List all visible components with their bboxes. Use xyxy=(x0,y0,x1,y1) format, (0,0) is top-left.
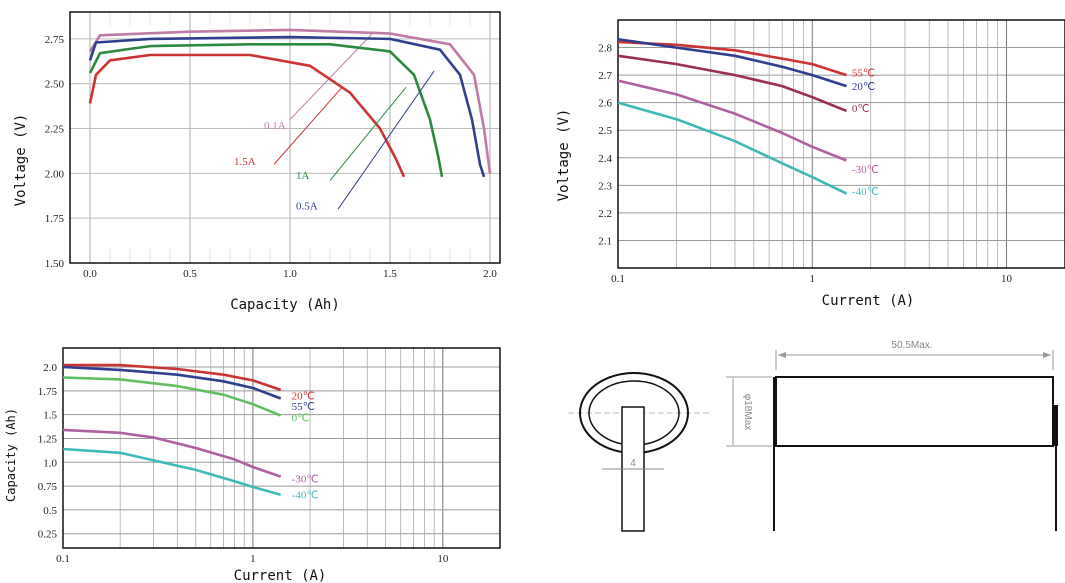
diameter-label: φ18Max xyxy=(742,394,753,431)
y-tick-label: 1.0 xyxy=(43,457,57,469)
right-terminal-cap xyxy=(1053,405,1058,446)
y-tick-label: 2.50 xyxy=(45,79,65,91)
x-tick-label: 0.1 xyxy=(611,273,625,285)
series-line xyxy=(88,35,486,178)
y-tick-label: 2.0 xyxy=(43,362,57,374)
y-tick-label: 2.7 xyxy=(598,70,612,82)
series-line xyxy=(617,40,847,77)
y-tick-label: 2.1 xyxy=(598,235,612,247)
chart3-y-axis-title: Capacity (Ah) xyxy=(4,408,18,502)
voltage-current-chart: 2.1 2.2 2.3 2.4 2.5 2.6 2.7 2.8 0.1 1 10 55℃ 20℃ 0℃ -3… xyxy=(598,19,1065,285)
series-leader-line xyxy=(273,86,343,165)
chart1-x-axis-title: Capacity (Ah) xyxy=(230,297,340,313)
x-tick-label: 1.5 xyxy=(383,268,397,280)
plot-frame xyxy=(69,11,501,264)
y-tick-label: 2.2 xyxy=(598,208,612,220)
plot-frame xyxy=(62,347,501,549)
x-tick-label: 0.0 xyxy=(83,268,97,280)
series-line xyxy=(62,376,282,417)
series-label: -40℃ xyxy=(292,490,319,502)
series-line xyxy=(62,428,282,478)
x-tick-label: 0.5 xyxy=(183,268,197,280)
y-tick-label: 2.3 xyxy=(598,180,612,192)
series-line xyxy=(88,28,492,174)
y-tick-label: 2.5 xyxy=(598,125,612,137)
y-tick-label: 0.5 xyxy=(43,505,57,517)
chart1-y-axis-title: Voltage (V) xyxy=(13,114,29,207)
length-arrow-right xyxy=(1043,352,1051,358)
series-line xyxy=(63,363,282,392)
x-tick-label: 1 xyxy=(250,553,256,565)
series-label: 55℃ xyxy=(292,401,315,413)
voltage-capacity-chart: 1.50 1.75 2.00 2.25 2.50 2.75 0.0 0.5 1.0 1.5 2.0 0… xyxy=(45,11,501,280)
series-label: 20℃ xyxy=(292,391,315,403)
x-tick-label: 1 xyxy=(810,273,816,285)
cell-dimension-drawing: 4 50.5Max. φ18Max xyxy=(568,340,1058,532)
series-line xyxy=(88,43,444,178)
series-label: -30℃ xyxy=(852,164,879,176)
series-label: 0.5A xyxy=(296,201,318,213)
series-label: 0.1A xyxy=(264,120,286,132)
y-tick-label: 1.5 xyxy=(43,410,57,422)
series-label: 55℃ xyxy=(852,67,875,79)
series-label: -40℃ xyxy=(852,186,879,198)
y-tick-label: 2.00 xyxy=(45,168,65,180)
tab-width-label: 4 xyxy=(630,458,636,469)
y-tick-label: 1.50 xyxy=(45,258,65,270)
series-line xyxy=(88,53,406,178)
x-tick-label: 10 xyxy=(1001,273,1013,285)
x-tick-label: 1.0 xyxy=(283,268,297,280)
x-tick-label: 10 xyxy=(437,553,449,565)
y-tick-label: 1.25 xyxy=(38,433,58,445)
length-label: 50.5Max. xyxy=(891,340,932,351)
length-arrow-left xyxy=(778,352,786,358)
series-line xyxy=(62,447,282,496)
series-label: 0℃ xyxy=(852,103,870,115)
y-tick-label: 2.75 xyxy=(45,34,65,46)
y-tick-label: 2.8 xyxy=(598,43,612,55)
series-label: 1A xyxy=(296,170,310,182)
series-label: 0℃ xyxy=(292,413,310,425)
y-tick-label: 2.4 xyxy=(598,153,612,165)
x-tick-label: 0.1 xyxy=(56,553,70,565)
chart3-x-axis-title: Current (A) xyxy=(234,568,327,583)
y-tick-label: 0.25 xyxy=(38,529,58,541)
series-label: 20℃ xyxy=(852,81,875,93)
y-tick-label: 2.25 xyxy=(45,124,65,136)
x-tick-label: 2.0 xyxy=(483,268,497,280)
y-tick-label: 1.75 xyxy=(45,213,65,225)
series-line xyxy=(617,38,847,88)
series-line xyxy=(617,79,847,162)
y-tick-label: 1.75 xyxy=(38,386,58,398)
chart2-x-axis-title: Current (A) xyxy=(822,293,915,309)
series-leader-line xyxy=(329,86,407,181)
series-line xyxy=(617,101,848,195)
plot-frame xyxy=(617,19,1065,269)
series-line xyxy=(62,365,282,400)
cell-body xyxy=(775,376,1054,447)
chart2-y-axis-title: Voltage (V) xyxy=(556,109,572,202)
series-label: 1.5A xyxy=(234,156,256,168)
series-label: -30℃ xyxy=(292,473,319,485)
capacity-current-chart: 0.25 0.5 0.75 1.0 1.25 1.5 1.75 2.0 0.1 1 10 20℃55℃… xyxy=(38,347,501,565)
y-tick-label: 0.75 xyxy=(38,481,58,493)
y-tick-label: 2.6 xyxy=(598,98,612,110)
series-leader-line xyxy=(337,70,435,210)
series-line xyxy=(617,54,847,113)
series-leader-line xyxy=(289,31,375,120)
